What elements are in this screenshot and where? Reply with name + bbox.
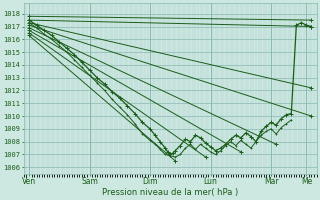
X-axis label: Pression niveau de la mer( hPa ): Pression niveau de la mer( hPa ) bbox=[102, 188, 238, 197]
